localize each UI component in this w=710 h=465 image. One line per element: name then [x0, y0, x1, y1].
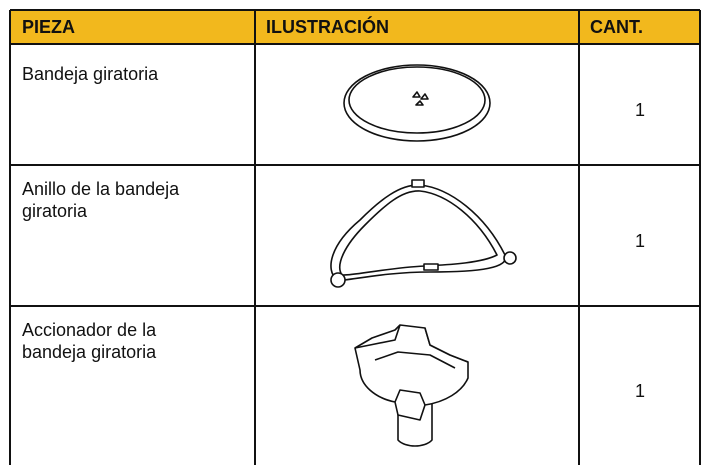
- header-cell: ILUSTRACIÓN: [266, 16, 389, 37]
- quantity: 1: [635, 100, 645, 120]
- ring-illustration: [330, 179, 517, 288]
- header-cell: CANT.: [590, 17, 643, 37]
- header-background: [10, 10, 700, 44]
- piece-name: giratoria: [22, 201, 88, 221]
- coupler-illustration: [354, 324, 469, 447]
- quantity: 1: [635, 231, 645, 251]
- turntable-illustration: [343, 64, 491, 142]
- piece-name: Bandeja giratoria: [22, 64, 159, 84]
- piece-name: Accionador de la: [22, 320, 157, 340]
- quantity: 1: [635, 381, 645, 401]
- piece-name: bandeja giratoria: [22, 342, 157, 362]
- header-cell: PIEZA: [22, 17, 75, 37]
- piece-name: Anillo de la bandeja: [22, 179, 180, 199]
